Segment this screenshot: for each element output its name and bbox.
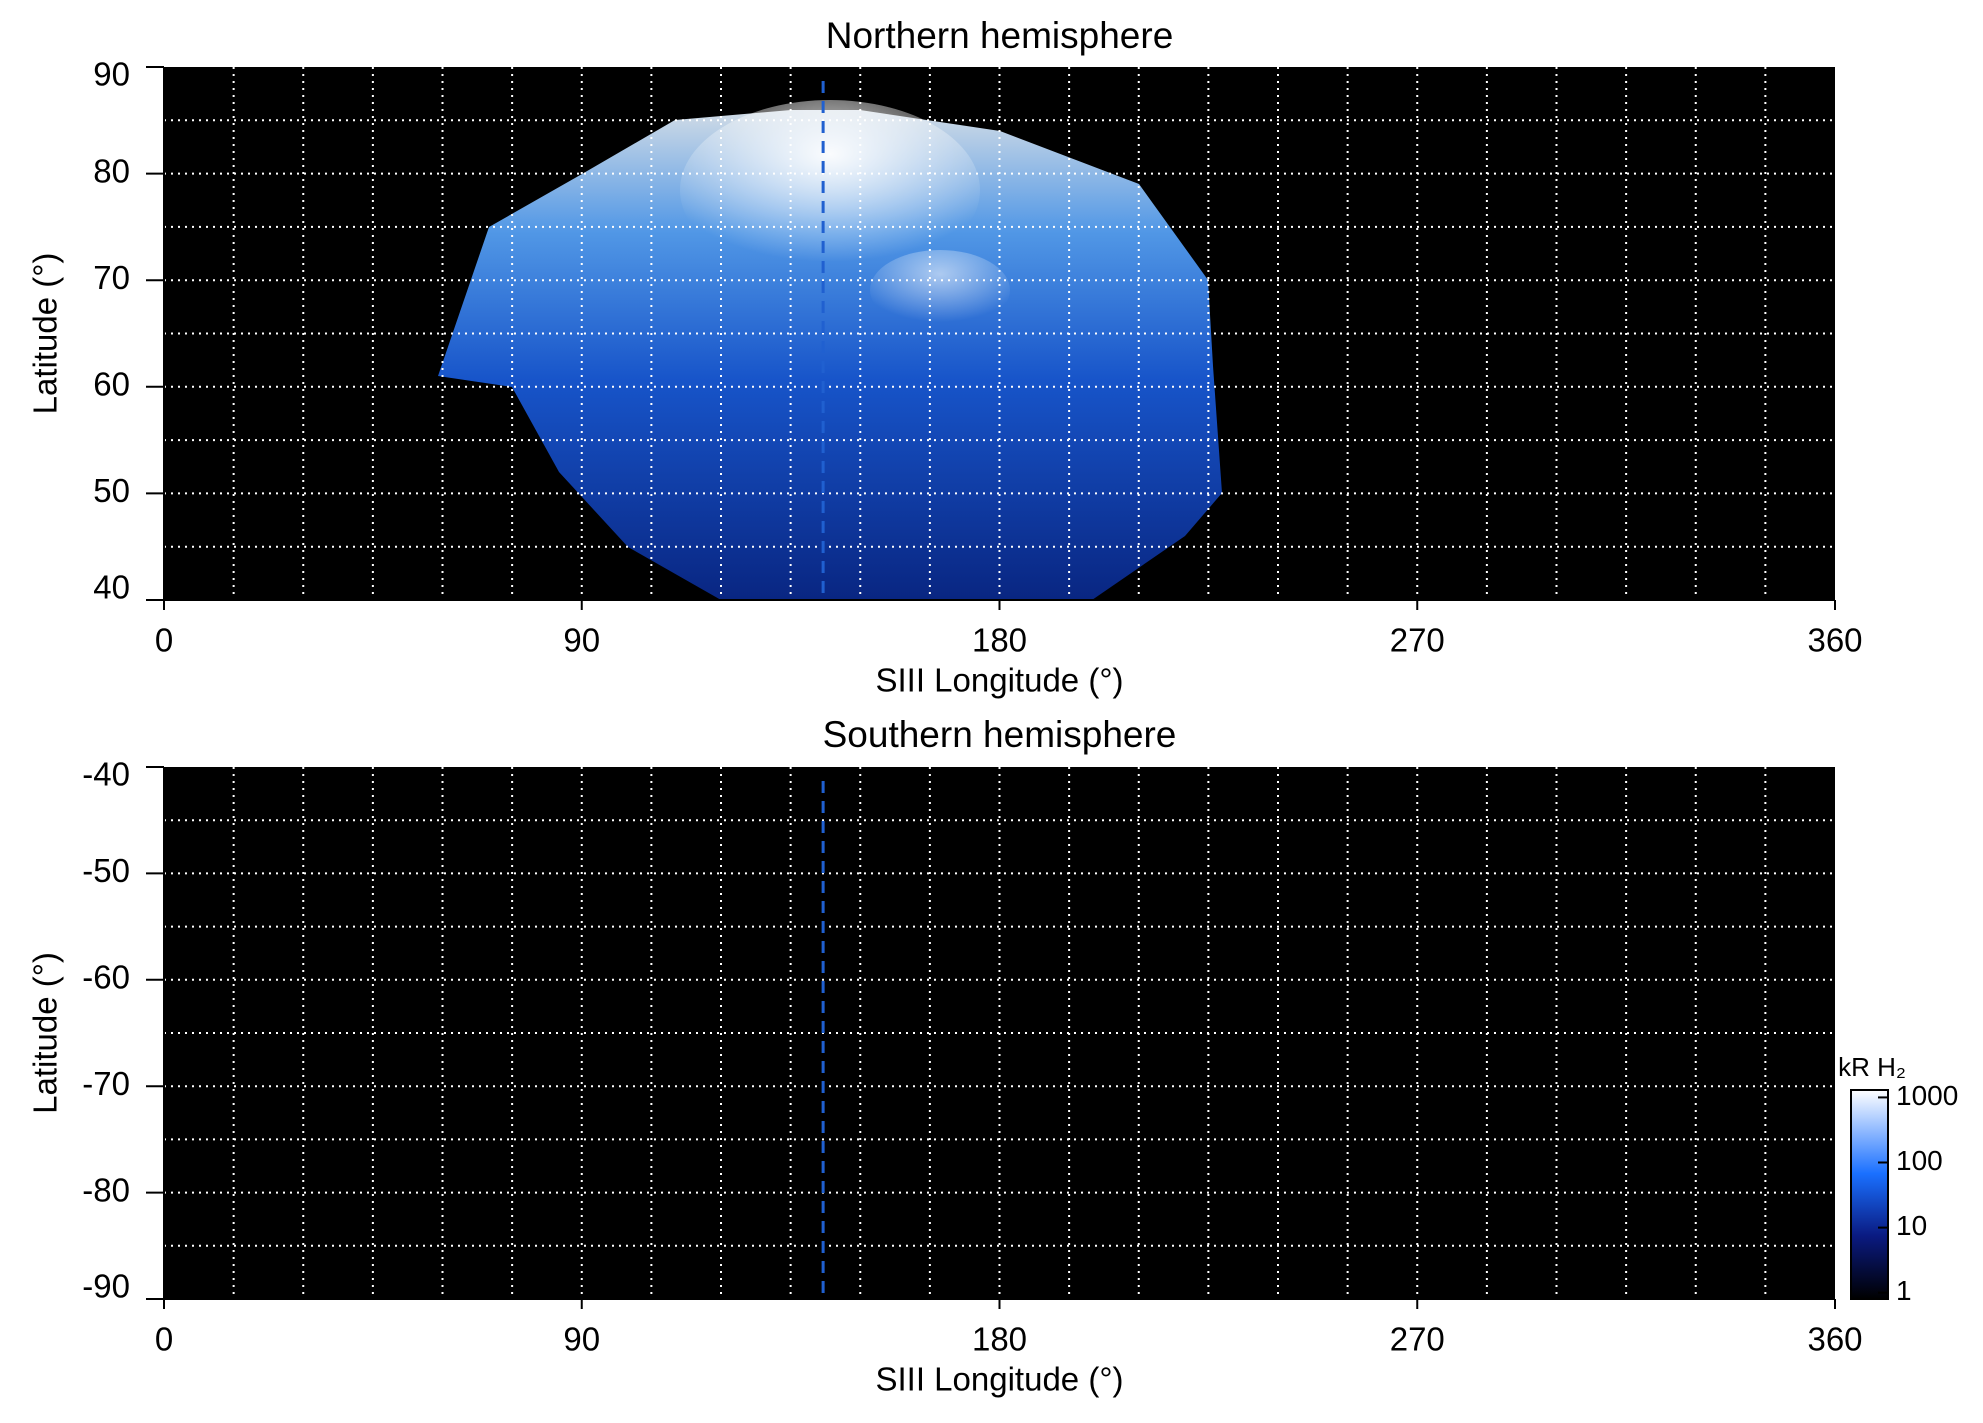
x-tick-label: 360 (1807, 622, 1862, 659)
y-tick-label: 80 (93, 152, 130, 189)
y-tick-label: -50 (82, 852, 130, 889)
y-axis-title: Latitude (°) (27, 253, 64, 415)
y-tick-label: -60 (82, 959, 130, 996)
y-tick-label: 40 (93, 569, 130, 606)
y-tick-label: -70 (82, 1065, 130, 1102)
x-tick-label: 90 (563, 1321, 600, 1358)
x-tick-label: 270 (1390, 622, 1445, 659)
x-tick-label: 180 (972, 1321, 1027, 1358)
y-tick-label: 70 (93, 259, 130, 296)
x-tick-label: 0 (155, 1321, 173, 1358)
y-tick-label: -40 (82, 756, 130, 793)
colorbar (1850, 1089, 1889, 1300)
x-tick-label: 0 (155, 622, 173, 659)
colorbar-label: kR H₂ (1838, 1052, 1906, 1082)
y-axis-title: Latitude (°) (27, 952, 64, 1114)
x-axis-title: SIII Longitude (°) (876, 1361, 1124, 1398)
x-axis-title: SIII Longitude (°) (876, 662, 1124, 699)
colorbar-tick-label: 10 (1896, 1210, 1927, 1241)
y-tick-label: 60 (93, 366, 130, 403)
y-tick-label: -80 (82, 1171, 130, 1208)
aurora-image (438, 100, 1222, 600)
y-tick-label: 90 (93, 56, 130, 93)
x-tick-label: 90 (563, 622, 600, 659)
chart-title: Northern hemisphere (826, 15, 1174, 56)
x-tick-label: 180 (972, 622, 1027, 659)
colorbar-tick-label: 1 (1896, 1275, 1912, 1306)
chart-title: Southern hemisphere (823, 714, 1177, 755)
y-tick-label: 50 (93, 472, 130, 509)
y-tick-label: -90 (82, 1268, 130, 1305)
colorbar-tick-label: 100 (1896, 1145, 1943, 1176)
x-tick-label: 360 (1807, 1321, 1862, 1358)
x-tick-label: 270 (1390, 1321, 1445, 1358)
colorbar-tick-label: 1000 (1896, 1080, 1958, 1111)
